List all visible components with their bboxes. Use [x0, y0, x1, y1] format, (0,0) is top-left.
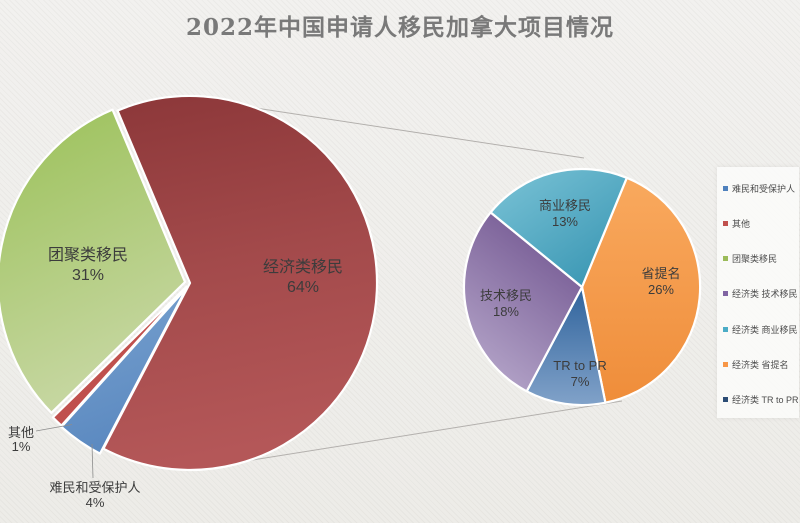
legend-item: 难民和受保护人: [723, 183, 799, 194]
legend-marker-icon: [723, 220, 728, 226]
series-line-bottom: [189, 400, 623, 471]
legend-label: 团聚类移民: [732, 254, 778, 265]
slice-skilled: [462, 211, 584, 393]
label-refugee: 难民和受保护人 4%: [49, 480, 141, 510]
legend: 难民和受保护人 其他 团聚类移民 经济类 技术移民 经济类 商业移民 经济类 省…: [717, 167, 799, 418]
slice-other: [51, 285, 188, 427]
legend-marker-icon: [723, 361, 728, 367]
slice-refugee: [60, 286, 188, 455]
legend-marker-icon: [723, 185, 728, 191]
slice-economic: [102, 94, 379, 472]
legend-item: 经济类 技术移民: [723, 289, 799, 299]
legend-item: 其他: [723, 218, 799, 229]
slice-family: [0, 108, 187, 414]
label-business: 商业移民 13%: [538, 198, 592, 229]
legend-label: 经济类 TR to PR: [732, 395, 799, 406]
main-pie: [0, 94, 379, 472]
slice-provincial: [580, 176, 702, 404]
legend-item: 团聚类移民: [723, 254, 799, 264]
slice-tr-to-pr: [525, 285, 607, 407]
legend-label: 经济类 技术移民: [732, 289, 798, 300]
legend-marker-icon: [723, 256, 728, 262]
legend-label: 经济类 省提名: [732, 359, 789, 370]
slice-business: [489, 167, 628, 289]
legend-label: 难民和受保护人: [732, 183, 796, 194]
label-other: 其他 1%: [7, 425, 35, 454]
leader-line-refugee: [91, 443, 94, 479]
chart-title: 2022年中国申请人移民加拿大项目情况: [185, 14, 614, 41]
legend-marker-icon: [723, 326, 728, 332]
label-provincial: 省提名 26%: [641, 266, 681, 297]
legend-item: 经济类 TR to PR: [723, 395, 799, 405]
legend-marker-icon: [723, 291, 728, 297]
legend-label: 经济类 商业移民: [732, 324, 798, 335]
leader-line-other: [35, 424, 73, 432]
legend-item: 经济类 商业移民: [723, 324, 799, 335]
legend-item: 经济类 省提名: [723, 359, 799, 370]
secondary-pie: [462, 167, 702, 407]
label-skilled: 技术移民 18%: [479, 288, 533, 319]
label-family: 团聚类移民 31%: [47, 247, 129, 284]
legend-label: 其他: [732, 218, 751, 229]
label-tr-to-pr: TR to PR 7%: [553, 358, 607, 389]
label-economic: 经济类移民 64%: [262, 259, 344, 296]
legend-marker-icon: [723, 397, 728, 403]
